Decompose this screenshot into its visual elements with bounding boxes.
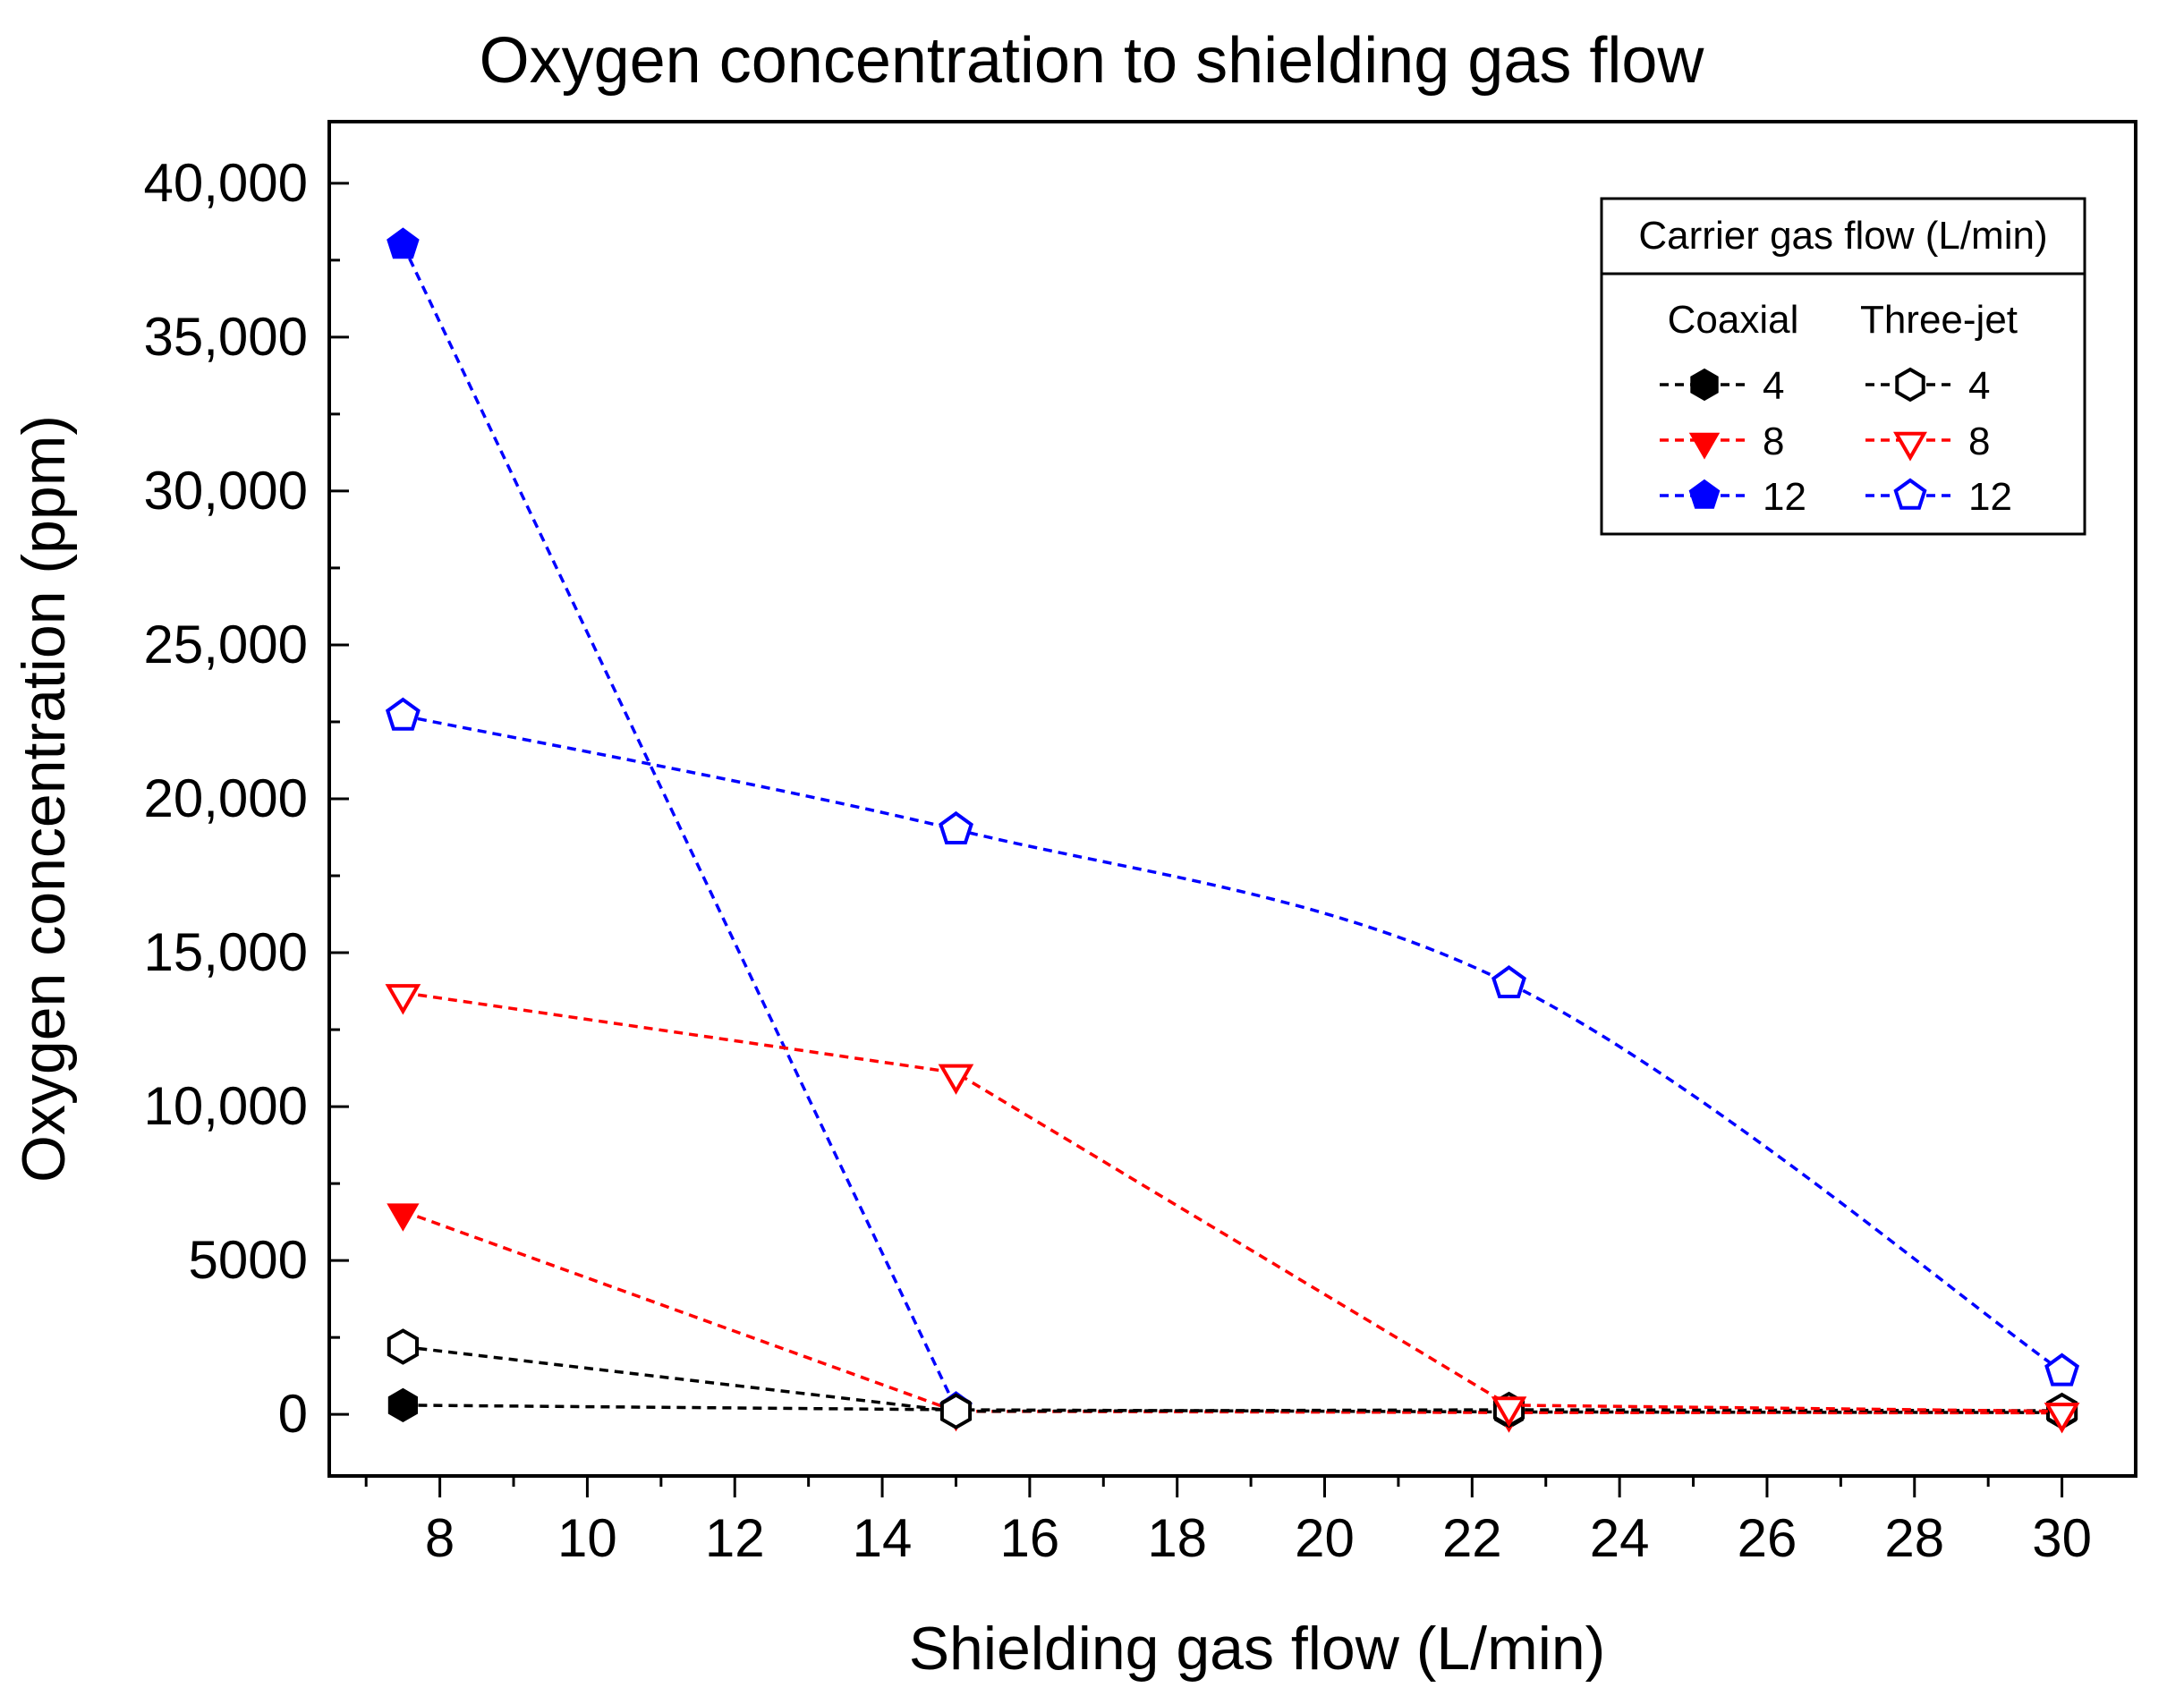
x-tick-label: 24: [1590, 1508, 1650, 1568]
y-tick-label: 15,000: [143, 922, 308, 982]
chart-title: Oxygen concentration to shielding gas fl…: [480, 25, 1705, 97]
x-tick-label: 22: [1442, 1508, 1502, 1568]
series-line: [403, 1344, 2062, 1413]
y-axis-title: Oxygen concentration (ppm): [10, 415, 78, 1183]
legend-header-coaxial: Coaxial: [1668, 298, 1799, 342]
legend-label: 8: [1763, 420, 1784, 463]
data-point: [938, 1064, 974, 1095]
series-line: [403, 991, 2062, 1413]
x-tick-label: 12: [705, 1508, 765, 1568]
x-tick-label: 18: [1147, 1508, 1207, 1568]
x-axis-title: Shielding gas flow (L/min): [909, 1615, 1606, 1683]
legend-frame: [1600, 197, 2086, 536]
legend-header-three-jet: Three-jet: [1860, 298, 2018, 342]
legend-marker: [1893, 431, 1927, 462]
x-tick-label: 30: [2032, 1508, 2092, 1568]
x-tick-label: 16: [1000, 1508, 1060, 1568]
series-4: [385, 984, 2080, 1434]
data-point: [385, 984, 421, 1015]
x-tick-label: 20: [1295, 1508, 1355, 1568]
series-0: [387, 1387, 2078, 1430]
y-axis: 0 5000 10,000 15,000 20,000 25,000 30,000 35,00…: [143, 153, 349, 1444]
y-tick-label: 0: [278, 1384, 308, 1444]
legend-label: 4: [1763, 364, 1784, 408]
data-point: [2044, 1353, 2080, 1386]
data-point: [387, 1203, 420, 1232]
x-tick-label: 8: [425, 1508, 455, 1568]
legend-label: 12: [1763, 475, 1806, 519]
legend-title: Carrier gas flow (L/min): [1638, 214, 2047, 258]
y-tick-label: 5000: [189, 1230, 308, 1290]
series-line: [402, 1209, 2062, 1415]
legend-label: 12: [1968, 475, 2012, 519]
series-1: [387, 1203, 2078, 1434]
legend-row: 12 12: [1660, 475, 2012, 519]
y-tick-label: 10,000: [143, 1076, 308, 1136]
series-line: [403, 1403, 2062, 1414]
x-tick-label: 26: [1738, 1508, 1797, 1568]
x-tick-label: 10: [557, 1508, 617, 1568]
legend-marker: [1688, 479, 1721, 509]
legend-marker: [1690, 368, 1719, 402]
data-point: [387, 1328, 419, 1365]
series-5: [385, 697, 2080, 1386]
y-tick-label: 30,000: [143, 461, 308, 521]
data-point: [1491, 965, 1526, 998]
legend-label: 8: [1968, 420, 1990, 463]
legend-marker: [1893, 478, 1927, 510]
series-line: [401, 243, 958, 1410]
x-tick-label: 14: [853, 1508, 913, 1568]
x-axis: 8 10 12 14 16 18 20 22 24 26 28 30: [364, 1476, 2092, 1568]
data-point: [387, 1387, 418, 1423]
data-point: [387, 227, 420, 259]
series-layer: [385, 227, 2080, 1434]
legend-rows: 4 48 812 12: [1660, 364, 2012, 519]
y-tick-label: 40,000: [143, 153, 308, 213]
x-tick-label: 28: [1884, 1508, 1944, 1568]
data-point: [939, 810, 973, 844]
legend-label: 4: [1968, 364, 1990, 408]
data-point: [939, 1393, 973, 1430]
legend: Carrier gas flow (L/min) Coaxial Three-j…: [1600, 197, 2086, 536]
data-point: [1491, 1396, 1527, 1428]
y-tick-label: 25,000: [143, 615, 308, 674]
y-tick-label: 20,000: [143, 768, 308, 828]
series-2: [387, 227, 973, 1422]
series-line: [403, 714, 2063, 1373]
data-point: [2044, 1403, 2080, 1434]
legend-marker: [1688, 432, 1721, 460]
y-tick-label: 35,000: [143, 307, 308, 367]
legend-marker: [1895, 367, 1925, 403]
data-point: [385, 697, 421, 731]
